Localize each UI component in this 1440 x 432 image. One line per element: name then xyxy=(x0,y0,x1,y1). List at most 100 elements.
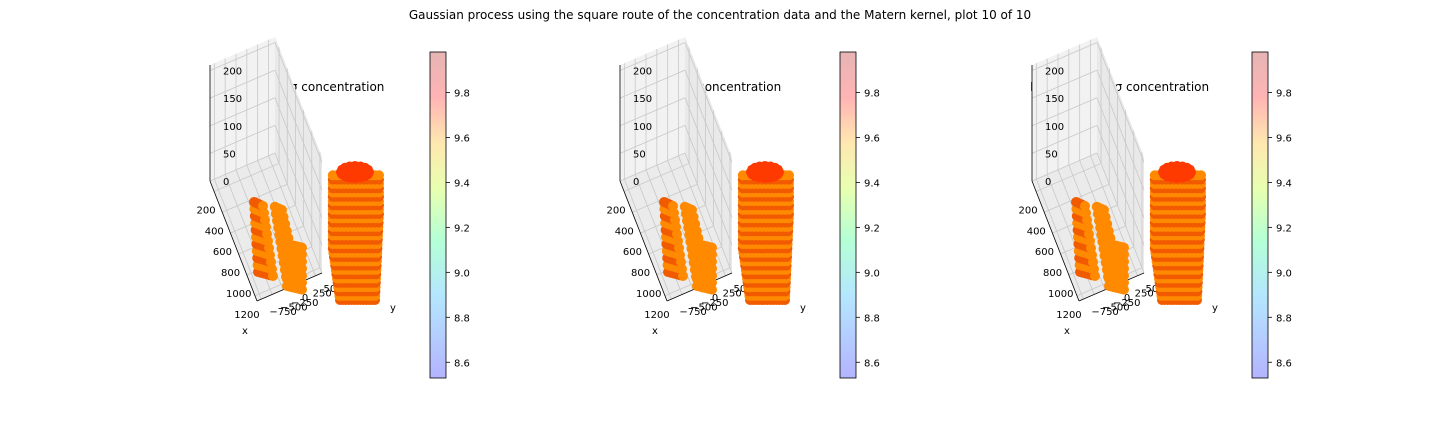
point-small xyxy=(1119,256,1129,267)
scatter-points xyxy=(249,161,384,305)
y-tick-label: 500 xyxy=(1146,284,1165,295)
grid-line xyxy=(684,97,733,218)
z-tick-label: 0 xyxy=(223,177,229,188)
colorbar-tick-label: 8.8 xyxy=(454,313,470,324)
point-small xyxy=(277,205,287,215)
colorbar-tick-label: 8.6 xyxy=(864,358,880,369)
z-tick-label: 150 xyxy=(633,94,652,105)
y-tick-label: 500 xyxy=(324,284,343,295)
back-pane-right xyxy=(210,37,275,181)
grid-line xyxy=(1031,97,1098,127)
x-axis-line xyxy=(209,180,258,302)
z-tick-label: 100 xyxy=(1045,122,1064,133)
point-small xyxy=(707,263,717,274)
point-small xyxy=(1119,270,1129,281)
x-tick-label: 400 xyxy=(205,226,224,237)
tick-labels: 200400600800100012005002500−250−500−7500… xyxy=(1019,67,1165,321)
point-small xyxy=(707,284,717,295)
x-tick-label: 800 xyxy=(1043,268,1062,279)
point-small xyxy=(297,249,307,260)
y-axis-label: y xyxy=(390,303,396,314)
colorbar-ticks: 9.8 9.6 9.4 9.2 9.0 8.8 8.6 xyxy=(856,88,880,369)
colorbar-tick-label: 9.4 xyxy=(864,178,880,189)
grid-line xyxy=(1031,152,1098,182)
colorbar xyxy=(839,51,857,379)
grid-line xyxy=(623,163,690,192)
point-large xyxy=(374,170,384,181)
x-tick-label: 800 xyxy=(631,268,650,279)
grid-line xyxy=(1035,178,1084,300)
grid-line xyxy=(678,155,726,276)
grid-line xyxy=(1031,42,1098,71)
x-axis-line xyxy=(1031,180,1080,302)
x-tick-label: 600 xyxy=(623,247,642,258)
y-tick-label: −500 xyxy=(280,302,307,313)
axes-3d: 200400600800100012005002500−250−500−7500… xyxy=(1019,37,1292,379)
colorbar-ticks: 9.8 9.6 9.4 9.2 9.0 8.8 8.6 xyxy=(446,88,470,369)
z-tick-label: 150 xyxy=(1045,94,1064,105)
point-small xyxy=(1119,284,1129,295)
grid-line xyxy=(1031,69,1098,99)
colorbar-tick-label: 8.8 xyxy=(1276,313,1292,324)
x-axis-label: x xyxy=(1064,326,1070,337)
point-large xyxy=(362,164,373,175)
grid-line xyxy=(213,178,262,300)
grid-line xyxy=(1090,155,1138,276)
point-small xyxy=(258,201,268,211)
point-large xyxy=(784,170,794,181)
point-small xyxy=(1080,201,1090,211)
grid-line xyxy=(274,125,323,246)
point-small xyxy=(707,256,717,267)
subplot-lower-bound: Log mean - 2σ concentration 200 400 600 800… xyxy=(185,0,475,432)
back-pane-right xyxy=(1032,37,1097,181)
point-large xyxy=(347,164,363,180)
colorbar-tick-label: 9.2 xyxy=(454,223,470,234)
z-tick-label: 50 xyxy=(633,149,646,160)
point-small xyxy=(297,270,307,281)
z-tick-label: 200 xyxy=(1045,67,1064,78)
point-small xyxy=(1119,242,1129,253)
y-tick-label: 500 xyxy=(734,284,753,295)
x-tick-label: 400 xyxy=(1027,226,1046,237)
y-tick-label: 250 xyxy=(313,288,332,299)
colorbar-tick-label: 9.6 xyxy=(864,133,880,144)
grid-line xyxy=(1096,97,1145,218)
point-small xyxy=(297,242,307,253)
x-tick-label: 1200 xyxy=(644,310,669,321)
colorbar-tick-label: 8.6 xyxy=(454,358,470,369)
grid-line xyxy=(684,69,733,191)
x-tick-label: 1000 xyxy=(636,289,661,300)
point-large xyxy=(1184,164,1195,175)
x-tick-label: 1200 xyxy=(1056,310,1081,321)
y-tick-label: −750 xyxy=(1091,307,1118,318)
grid-line xyxy=(684,42,733,163)
colorbar xyxy=(429,51,447,379)
point-small xyxy=(687,205,697,215)
point-small xyxy=(1099,205,1109,215)
point-large xyxy=(757,164,773,180)
y-axis-label: y xyxy=(800,303,806,314)
y-tick-label: 0 xyxy=(712,293,718,304)
grid-line xyxy=(274,69,323,191)
grid-line xyxy=(1096,152,1145,274)
scatter-points xyxy=(659,161,794,305)
colorbar-tick-label: 9.2 xyxy=(864,223,880,234)
y-tick-label: 0 xyxy=(1124,293,1130,304)
grid-line xyxy=(213,163,280,192)
grid-line xyxy=(209,152,276,182)
x-tick-label: 200 xyxy=(607,205,626,216)
scatter-points xyxy=(1071,161,1206,305)
colorbar-tick-label: 9.2 xyxy=(1276,223,1292,234)
colorbar-tick-label: 9.8 xyxy=(454,88,470,99)
grid-line xyxy=(619,42,686,71)
colorbar-tick-label: 8.6 xyxy=(1276,358,1292,369)
point-small xyxy=(707,242,717,253)
colorbar-tick-label: 9.4 xyxy=(1276,178,1292,189)
x-tick-label: 1000 xyxy=(1048,289,1073,300)
z-tick-label: 100 xyxy=(633,122,652,133)
grid-line xyxy=(1096,125,1145,246)
point-large xyxy=(772,164,783,175)
x-tick-label: 1000 xyxy=(226,289,251,300)
y-tick-label: −500 xyxy=(690,302,717,313)
z-tick-label: 50 xyxy=(223,149,236,160)
